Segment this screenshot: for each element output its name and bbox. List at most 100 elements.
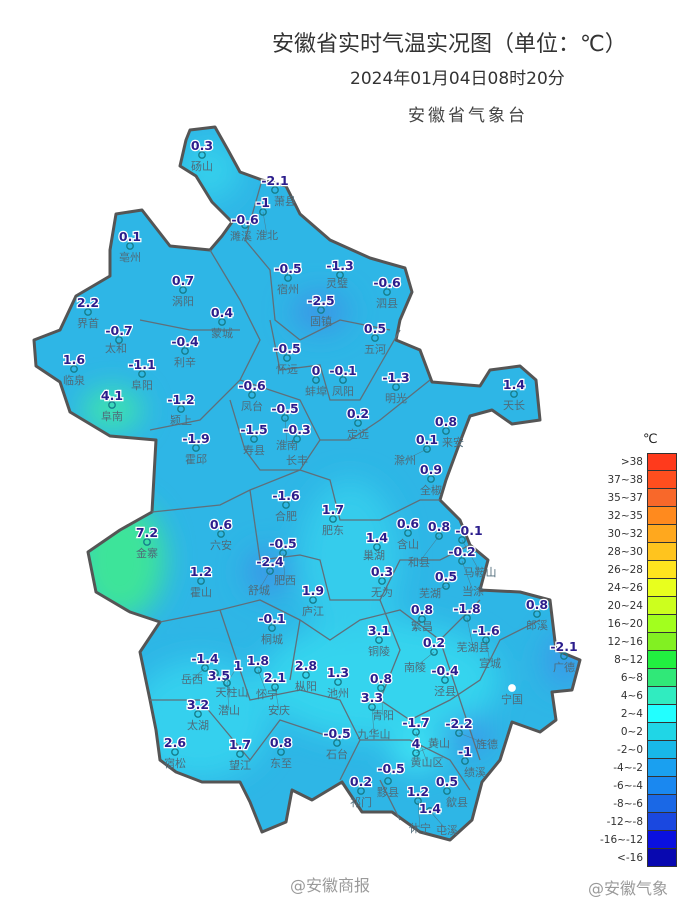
district-border <box>269 319 401 401</box>
station-name: 旌德 <box>476 737 498 751</box>
station-郎溪: 郎溪 0.8 <box>525 596 550 632</box>
leader-line <box>226 682 230 711</box>
station-巢湖: 巢湖 1.4 <box>363 529 390 562</box>
station-name: 砀山 <box>191 160 213 173</box>
station-name: 芜湖 <box>419 586 441 600</box>
legend-swatch <box>647 525 677 543</box>
station-temperature: -1.5 <box>240 422 267 437</box>
map-title: 安徽省实时气温实况图（单位：℃） <box>272 32 627 57</box>
station-name: 宿松 <box>164 756 186 770</box>
legend-label: 4~6 <box>620 690 643 702</box>
station-marker-icon <box>143 538 151 546</box>
station-name: 滁州 <box>394 453 416 467</box>
station-marker-icon <box>423 445 431 453</box>
station-name: 望江 <box>229 759 251 772</box>
station-长丰: 长丰 -0.3 <box>282 421 312 467</box>
station-涡阳: 涡阳 0.7 <box>171 272 196 308</box>
legend-item: 6~8 <box>600 669 677 687</box>
station-temperature: -2.1 <box>261 173 288 188</box>
station-temperature: 2.1 <box>264 670 286 685</box>
station-temperature: -1.1 <box>128 357 155 372</box>
station-马鞍山: 马鞍山 -0.1 <box>454 522 496 579</box>
station-temperature: 0.6 <box>397 516 419 531</box>
legend-label: -6~-4 <box>613 780 643 792</box>
station-marker-icon <box>201 664 209 672</box>
station-name: 天柱山 <box>216 685 249 699</box>
station-岳西: 岳西 -1.4 <box>181 650 220 686</box>
station-合肥: 合肥 -1.6 <box>271 487 301 523</box>
leader-line <box>380 687 384 716</box>
station-灵璧: 灵璧 -1.3 <box>325 257 355 290</box>
station-temperature: -0.6 <box>373 275 401 290</box>
station-temperature: -0.1 <box>455 523 482 538</box>
legend-item: 0~2 <box>600 723 677 741</box>
station-name: 无为 <box>371 586 393 599</box>
station-temperature: 0.5 <box>364 321 386 336</box>
district-border <box>244 179 301 341</box>
legend-swatch <box>647 813 677 831</box>
legend-swatch <box>647 453 677 471</box>
station-temperature: 1.4 <box>419 801 441 816</box>
legend-item: 12~16 <box>600 633 677 651</box>
station-name: 铜陵 <box>368 644 390 658</box>
station-marker-icon <box>179 286 187 294</box>
station-name: 舒城 <box>248 583 270 597</box>
station-marker-icon <box>279 549 287 557</box>
district-border <box>139 319 240 331</box>
legend-swatch <box>647 849 677 867</box>
station-界首: 界首 2.2 <box>76 294 101 330</box>
station-name: 肥西 <box>274 574 296 587</box>
legend-label: 35~37 <box>607 492 643 504</box>
station-凤台: 凤台 -0.6 <box>237 377 267 413</box>
station-temperature: -0.5 <box>269 536 296 551</box>
station-name: 淮南 <box>276 439 298 452</box>
legend-label: >38 <box>620 456 643 468</box>
station-望江: 望江 1.7 <box>228 736 253 772</box>
legend-swatch <box>647 597 677 615</box>
station-金寨: 金寨 7.2 <box>135 524 160 560</box>
station-temperature: -1.6 <box>472 623 500 638</box>
station-temperature: 1.6 <box>63 352 85 367</box>
leader-line <box>415 731 428 763</box>
station-temperature: -2.5 <box>307 293 334 308</box>
legend-swatch <box>647 723 677 741</box>
station-name: 芜湖县 <box>457 640 490 654</box>
station-marker-icon <box>435 532 443 540</box>
station-marker-icon <box>70 365 78 373</box>
legend-swatch <box>647 615 677 633</box>
station-name: 郎溪 <box>526 618 548 632</box>
station-旌德: 旌德 -2.2 <box>444 715 498 751</box>
station-阜南: 阜南 4.1 <box>100 387 125 423</box>
station-marker-icon <box>533 610 541 618</box>
station-temperature: 0.5 <box>435 569 457 584</box>
legend-swatch <box>647 831 677 849</box>
station-name: 歙县 <box>446 795 468 809</box>
station-marker-icon <box>138 370 146 378</box>
station-蒙城: 蒙城 0.4 <box>210 304 235 340</box>
station-marker-icon <box>427 475 435 483</box>
station-name: 南陵 <box>404 661 426 674</box>
station-temperature: -1 <box>256 195 270 210</box>
station-marker-icon <box>271 186 279 194</box>
station-天柱山: 天柱山 3.5 <box>207 667 249 699</box>
station-marker-icon <box>329 515 337 523</box>
leader-line <box>466 617 474 648</box>
legend-swatch <box>647 759 677 777</box>
station-marker-icon <box>309 596 317 604</box>
station-休宁: 休宁 1.2 <box>406 783 431 835</box>
station-marker-icon <box>510 390 518 398</box>
station-泗县: 泗县 -0.6 <box>372 274 402 310</box>
station-temperature: -0.4 <box>431 663 459 678</box>
station-name: 和县 <box>408 556 430 569</box>
station-黄山区: 黄山区 -1.7 <box>401 714 443 769</box>
station-temperature: 0.2 <box>347 406 369 421</box>
station-name: 阜南 <box>101 410 123 423</box>
station-太湖: 太湖 3.2 <box>186 696 211 732</box>
station-name: 宁国 <box>501 692 523 706</box>
station-temperature: 0.8 <box>411 602 433 617</box>
station-temperature: 1.7 <box>229 737 251 752</box>
station-marker-icon <box>177 405 185 413</box>
station-宣城: 宣城 -1.6 <box>471 622 501 670</box>
station-marker-icon <box>248 391 256 399</box>
